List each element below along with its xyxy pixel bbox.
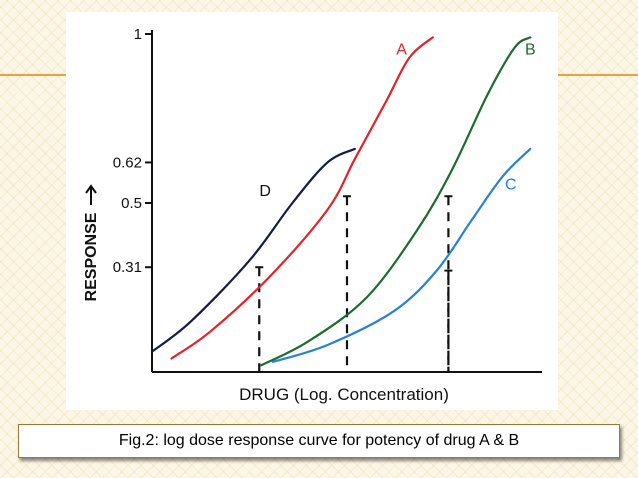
- y-tick-label: 1: [134, 26, 142, 43]
- y-tick-label: 0.5: [121, 195, 142, 212]
- series-line-a: [170, 36, 434, 360]
- y-axis-arrow-icon: [85, 184, 97, 205]
- y-ticks: 1 0.62 0.5 0.31: [113, 26, 152, 276]
- series-label-c: C: [505, 176, 517, 193]
- dose-response-chart: 1 0.62 0.5 0.31 A B C D DRUG (Log. Concentrati…: [83, 26, 542, 404]
- chart-axes: [151, 30, 542, 373]
- figure-image: 1 0.62 0.5 0.31 A B C D DRUG (Log. Concentrati…: [66, 12, 558, 410]
- dashed-markers: [255, 195, 453, 372]
- accent-rule-left: [0, 74, 66, 76]
- figure-caption: Fig.2: log dose response curve for poten…: [18, 424, 620, 458]
- y-axis-label-group: RESPONSE: [83, 184, 100, 301]
- accent-rule-right: [540, 74, 638, 76]
- y-axis-label: RESPONSE: [83, 212, 100, 301]
- series-label-d: D: [259, 183, 271, 200]
- series-line-d: [150, 147, 356, 353]
- series-lines: [150, 36, 532, 367]
- x-axis-label: DRUG (Log. Concentration): [239, 385, 449, 404]
- series-label-a: A: [396, 41, 407, 58]
- series-label-b: B: [525, 41, 536, 58]
- y-tick-label: 0.62: [113, 154, 142, 171]
- y-tick-label: 0.31: [113, 259, 142, 276]
- series-labels: A B C D: [259, 41, 535, 200]
- series-line-b: [260, 36, 532, 367]
- series-line-c: [271, 147, 532, 363]
